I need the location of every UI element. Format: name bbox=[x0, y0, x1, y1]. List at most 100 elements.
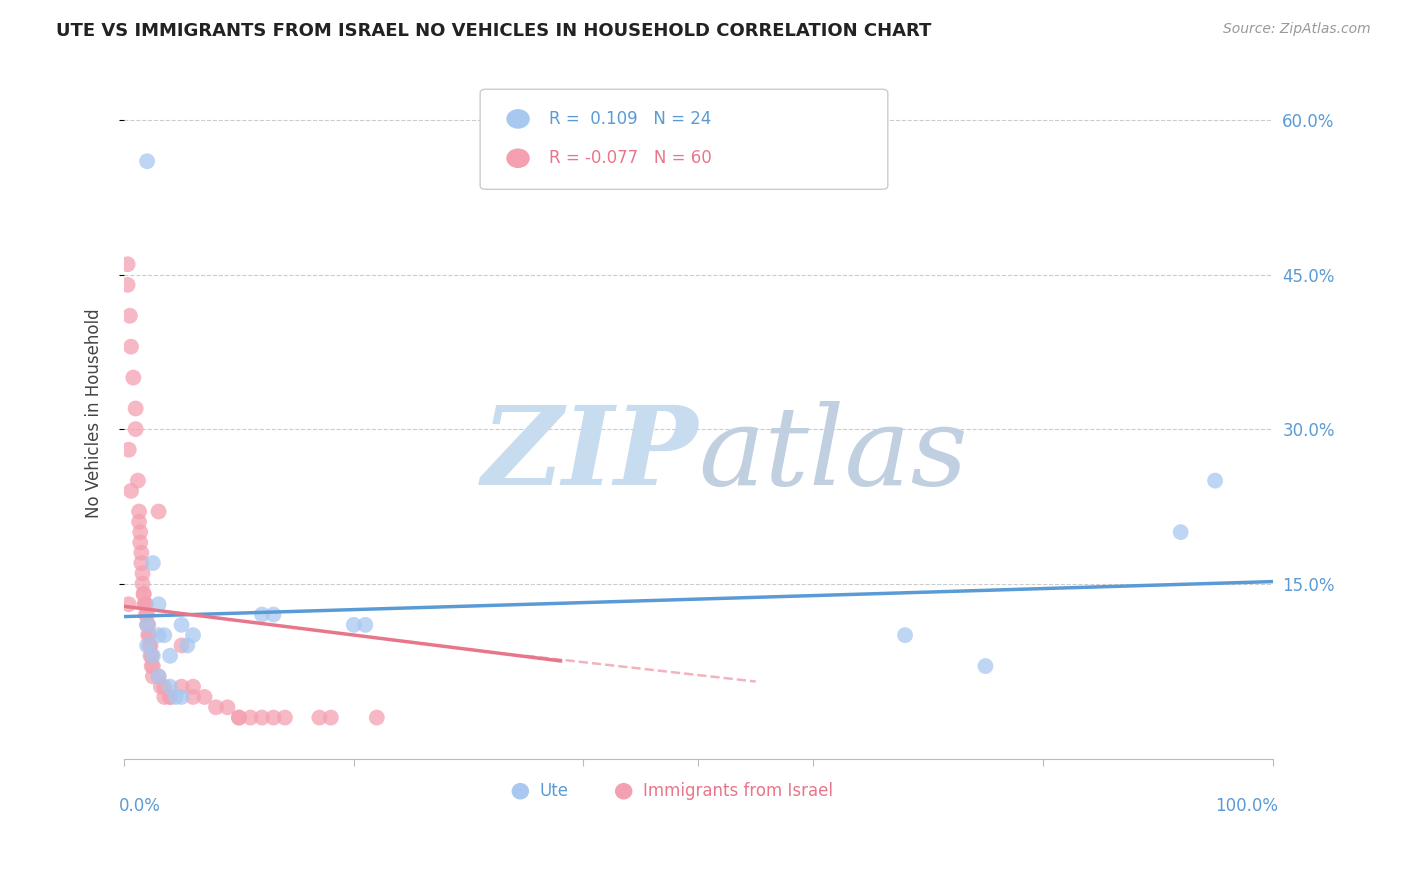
Point bbox=[228, 710, 250, 724]
Text: R =  0.109   N = 24: R = 0.109 N = 24 bbox=[548, 110, 711, 128]
Point bbox=[136, 154, 159, 169]
Point bbox=[120, 483, 142, 498]
Point bbox=[170, 680, 193, 694]
Point bbox=[262, 710, 284, 724]
Point bbox=[1170, 525, 1192, 540]
Point bbox=[139, 648, 162, 663]
Ellipse shape bbox=[508, 110, 529, 128]
Point bbox=[159, 648, 181, 663]
Point bbox=[148, 669, 170, 683]
Point bbox=[153, 628, 176, 642]
Point bbox=[139, 639, 162, 653]
Point bbox=[170, 618, 193, 632]
Ellipse shape bbox=[512, 784, 529, 799]
Point bbox=[250, 710, 273, 724]
Point bbox=[118, 309, 141, 323]
Text: ZIP: ZIP bbox=[482, 401, 699, 508]
Point bbox=[124, 422, 146, 436]
Point bbox=[131, 566, 153, 581]
Point bbox=[132, 587, 155, 601]
Point bbox=[138, 639, 160, 653]
Text: 0.0%: 0.0% bbox=[118, 797, 160, 814]
Point bbox=[136, 618, 159, 632]
Text: atlas: atlas bbox=[699, 401, 967, 508]
Point bbox=[122, 370, 145, 384]
Point bbox=[274, 710, 297, 724]
Point bbox=[136, 639, 159, 653]
Ellipse shape bbox=[508, 149, 529, 168]
Point bbox=[142, 556, 165, 570]
Point bbox=[343, 618, 366, 632]
Point bbox=[136, 607, 159, 622]
Point bbox=[136, 618, 159, 632]
Point bbox=[129, 535, 152, 549]
Point bbox=[217, 700, 239, 714]
Point bbox=[120, 340, 142, 354]
Point bbox=[135, 597, 157, 611]
Point bbox=[128, 515, 150, 529]
Point bbox=[141, 648, 163, 663]
Point bbox=[138, 628, 160, 642]
Point bbox=[128, 504, 150, 518]
Point bbox=[319, 710, 342, 724]
Point bbox=[165, 690, 187, 704]
Point bbox=[159, 690, 181, 704]
Point bbox=[118, 442, 141, 457]
Point bbox=[142, 659, 165, 673]
Y-axis label: No Vehicles in Household: No Vehicles in Household bbox=[86, 309, 103, 518]
Point bbox=[117, 277, 139, 292]
Point bbox=[149, 680, 172, 694]
Ellipse shape bbox=[616, 784, 631, 799]
Point bbox=[176, 639, 198, 653]
Point bbox=[118, 597, 141, 611]
Point bbox=[239, 710, 262, 724]
Point bbox=[894, 628, 917, 642]
Text: R = -0.077   N = 60: R = -0.077 N = 60 bbox=[548, 149, 711, 168]
Point bbox=[148, 597, 170, 611]
Point bbox=[1204, 474, 1226, 488]
Point bbox=[262, 607, 284, 622]
Point bbox=[181, 680, 204, 694]
Point bbox=[129, 525, 152, 540]
Point bbox=[131, 556, 153, 570]
Point bbox=[181, 690, 204, 704]
Text: UTE VS IMMIGRANTS FROM ISRAEL NO VEHICLES IN HOUSEHOLD CORRELATION CHART: UTE VS IMMIGRANTS FROM ISRAEL NO VEHICLE… bbox=[56, 22, 932, 40]
Text: Source: ZipAtlas.com: Source: ZipAtlas.com bbox=[1223, 22, 1371, 37]
Point bbox=[134, 597, 156, 611]
Point bbox=[148, 504, 170, 518]
Point bbox=[159, 690, 181, 704]
Point bbox=[141, 659, 163, 673]
Point bbox=[170, 690, 193, 704]
Point bbox=[308, 710, 330, 724]
Point bbox=[131, 576, 153, 591]
Point bbox=[136, 618, 159, 632]
Point bbox=[974, 659, 997, 673]
Point bbox=[250, 607, 273, 622]
Text: Ute: Ute bbox=[540, 782, 569, 800]
Point bbox=[354, 618, 377, 632]
Text: 100.0%: 100.0% bbox=[1215, 797, 1278, 814]
Point bbox=[142, 648, 165, 663]
Point bbox=[134, 597, 156, 611]
Point bbox=[205, 700, 228, 714]
Point bbox=[142, 669, 165, 683]
Point bbox=[153, 690, 176, 704]
Point bbox=[170, 639, 193, 653]
Point bbox=[228, 710, 250, 724]
Point bbox=[153, 680, 176, 694]
Point bbox=[136, 628, 159, 642]
Point bbox=[181, 628, 204, 642]
Point bbox=[117, 257, 139, 271]
Point bbox=[132, 587, 155, 601]
FancyBboxPatch shape bbox=[479, 89, 887, 189]
Point bbox=[159, 680, 181, 694]
Point bbox=[135, 607, 157, 622]
Point bbox=[193, 690, 215, 704]
Text: Immigrants from Israel: Immigrants from Israel bbox=[643, 782, 834, 800]
Point bbox=[127, 474, 149, 488]
Point bbox=[131, 546, 153, 560]
Point bbox=[366, 710, 388, 724]
Point bbox=[124, 401, 146, 416]
Point bbox=[148, 628, 170, 642]
Point bbox=[148, 669, 170, 683]
